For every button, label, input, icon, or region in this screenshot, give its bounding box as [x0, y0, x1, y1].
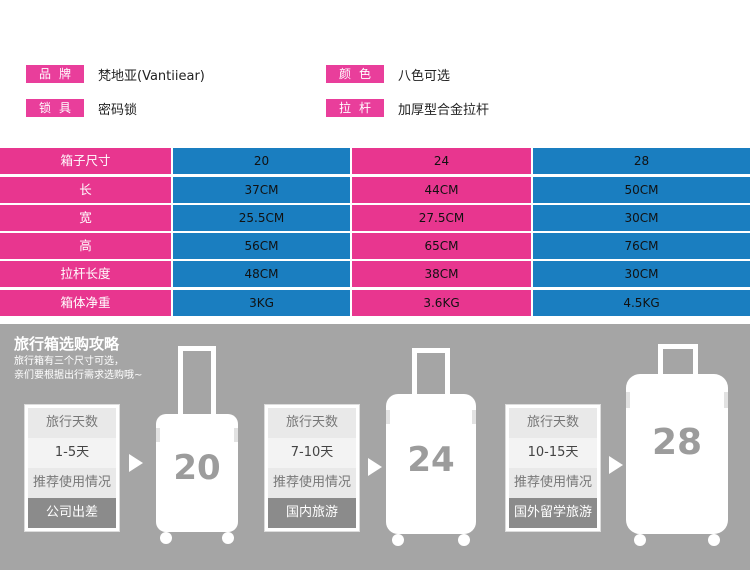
arrow-right-icon	[129, 454, 143, 472]
table-cell: 48CM	[173, 261, 350, 287]
table-cell: 30CM	[533, 205, 750, 231]
attr-label: 品牌	[26, 65, 84, 83]
attr-handle: 拉杆 加厚型合金拉杆	[326, 99, 490, 118]
trip-card-28: 旅行天数 10-15天 推荐使用情况 国外留学旅游	[505, 404, 601, 532]
attr-label: 拉杆	[326, 99, 384, 117]
table-header-cell: 20	[173, 148, 350, 174]
table-header-cell: 28	[533, 148, 750, 174]
use-label: 推荐使用情况	[268, 468, 356, 498]
days-value: 10-15天	[509, 438, 597, 468]
table-cell: 3KG	[173, 290, 350, 316]
use-value: 国内旅游	[268, 498, 356, 528]
row-label: 拉杆长度	[0, 261, 171, 287]
attr-label: 锁具	[26, 99, 84, 117]
suitcase-size-label: 28	[651, 422, 703, 463]
table-cell: 30CM	[533, 261, 750, 287]
attr-value: 密码锁	[98, 102, 138, 118]
suitcase-20-icon	[156, 346, 238, 544]
attr-value: 八色可选	[398, 68, 451, 84]
attr-label: 颜色	[326, 65, 384, 83]
suitcase-size-label: 20	[173, 448, 221, 488]
attr-value: 加厚型合金拉杆	[398, 102, 490, 118]
days-label: 旅行天数	[28, 408, 116, 438]
use-label: 推荐使用情况	[28, 468, 116, 498]
table-row: 箱体净重 3KG 3.6KG 4.5KG	[0, 290, 750, 316]
table-header-row: 箱子尺寸 20 24 28	[0, 148, 750, 174]
table-header-label: 箱子尺寸	[0, 148, 171, 174]
guide-subtitle-line: 亲们要根据出行需求选购哦~	[14, 370, 143, 381]
days-label: 旅行天数	[268, 408, 356, 438]
table-cell: 38CM	[352, 261, 531, 287]
row-label: 高	[0, 233, 171, 259]
days-value: 7-10天	[268, 438, 356, 468]
table-cell: 37CM	[173, 177, 350, 203]
product-attributes: 品牌 梵地亚(Vantiiear) 颜色 八色可选 锁具 密码锁 拉杆 加厚型合…	[26, 63, 626, 123]
table-header-cell: 24	[352, 148, 531, 174]
table-row: 宽 25.5CM 27.5CM 30CM	[0, 205, 750, 231]
use-value: 公司出差	[28, 498, 116, 528]
trip-card-20: 旅行天数 1-5天 推荐使用情况 公司出差	[24, 404, 120, 532]
table-cell: 44CM	[352, 177, 531, 203]
row-label: 长	[0, 177, 171, 203]
table-cell: 65CM	[352, 233, 531, 259]
trip-card-24: 旅行天数 7-10天 推荐使用情况 国内旅游	[264, 404, 360, 532]
arrow-right-icon	[609, 456, 623, 474]
table-row: 拉杆长度 48CM 38CM 30CM	[0, 261, 750, 287]
table-cell: 3.6KG	[352, 290, 531, 316]
suitcase-size-label: 24	[407, 440, 455, 480]
use-label: 推荐使用情况	[509, 468, 597, 498]
guide-subtitle-line: 旅行箱有三个尺寸可选，	[14, 356, 124, 367]
guide-title: 旅行箱选购攻略	[14, 335, 120, 353]
table-cell: 4.5KG	[533, 290, 750, 316]
table-cell: 25.5CM	[173, 205, 350, 231]
table-cell: 76CM	[533, 233, 750, 259]
row-label: 宽	[0, 205, 171, 231]
days-label: 旅行天数	[509, 408, 597, 438]
attr-color: 颜色 八色可选	[326, 65, 451, 84]
table-cell: 50CM	[533, 177, 750, 203]
buying-guide: 旅行箱选购攻略 旅行箱有三个尺寸可选， 亲们要根据出行需求选购哦~ 旅行天数 1…	[0, 324, 750, 570]
arrow-right-icon	[368, 458, 382, 476]
table-row: 长 37CM 44CM 50CM	[0, 177, 750, 203]
table-cell: 56CM	[173, 233, 350, 259]
attr-value: 梵地亚(Vantiiear)	[98, 68, 205, 84]
attr-lock: 锁具 密码锁	[26, 99, 138, 118]
days-value: 1-5天	[28, 438, 116, 468]
attr-brand: 品牌 梵地亚(Vantiiear)	[26, 65, 205, 84]
size-table: 箱子尺寸 20 24 28 长 37CM 44CM 50CM 宽 25.5CM …	[0, 148, 750, 318]
suitcase-28-icon	[626, 344, 728, 546]
suitcase-24-icon	[386, 348, 476, 546]
table-row: 高 56CM 65CM 76CM	[0, 233, 750, 259]
use-value: 国外留学旅游	[509, 498, 597, 528]
row-label: 箱体净重	[0, 290, 171, 316]
table-cell: 27.5CM	[352, 205, 531, 231]
guide-subtitle: 旅行箱有三个尺寸可选， 亲们要根据出行需求选购哦~	[14, 355, 142, 383]
